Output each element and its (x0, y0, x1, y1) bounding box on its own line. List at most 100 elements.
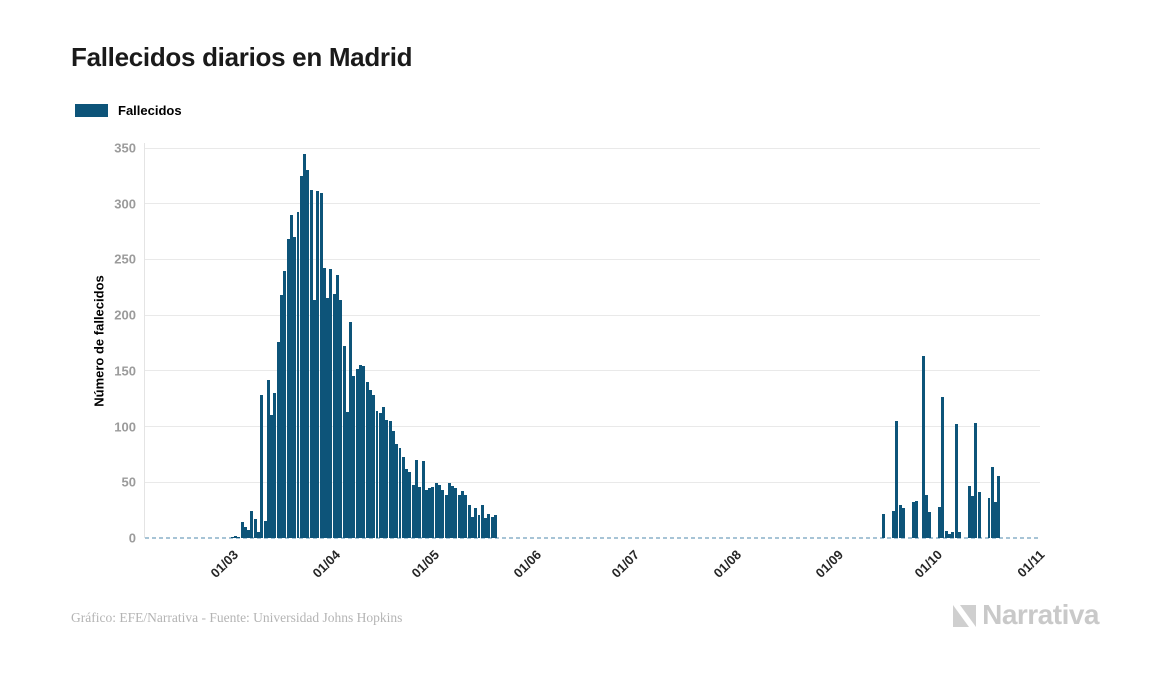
bar-2020-03-14[interactable] (273, 393, 277, 538)
bar-2020-10-02[interactable] (938, 506, 942, 538)
bar-2020-03-22[interactable] (299, 175, 303, 538)
bar-2020-03-08[interactable] (253, 519, 257, 538)
bar-2020-05-08[interactable] (454, 487, 458, 538)
bar-2020-04-05[interactable] (345, 412, 349, 538)
bar-2020-10-03[interactable] (941, 396, 945, 538)
bar-2020-04-13[interactable] (372, 395, 376, 538)
bar-2020-05-11[interactable] (464, 494, 468, 538)
bar-2020-03-12[interactable] (266, 379, 270, 538)
bar-2020-05-10[interactable] (461, 491, 464, 538)
bar-2020-05-17[interactable] (484, 517, 488, 538)
bar-2020-04-08[interactable] (355, 368, 359, 538)
bar-2020-05-04[interactable] (441, 490, 445, 538)
bar-2020-10-04[interactable] (944, 531, 948, 538)
bar-2020-03-07[interactable] (250, 511, 254, 538)
bar-2020-04-09[interactable] (359, 365, 362, 538)
bar-2020-05-19[interactable] (490, 516, 494, 538)
bar-2020-04-23[interactable] (405, 468, 409, 538)
bar-2020-05-02[interactable] (434, 483, 438, 538)
bar-2020-05-06[interactable] (447, 483, 451, 538)
bar-2020-04-18[interactable] (388, 421, 392, 538)
bar-2020-03-05[interactable] (243, 526, 247, 538)
bar-2020-03-09[interactable] (257, 532, 260, 538)
bar-2020-03-17[interactable] (283, 270, 287, 538)
bar-2020-04-28[interactable] (421, 461, 425, 538)
bar-2020-04-21[interactable] (398, 447, 402, 538)
bar-2020-05-13[interactable] (470, 516, 474, 538)
bar-2020-05-14[interactable] (474, 507, 478, 538)
bar-2020-09-27[interactable] (921, 356, 925, 538)
bar-2020-09-24[interactable] (911, 502, 915, 538)
bar-2020-03-31[interactable] (329, 269, 333, 538)
bar-2020-05-09[interactable] (457, 494, 461, 538)
bar-2020-04-02[interactable] (336, 275, 339, 538)
bar-2020-04-29[interactable] (424, 490, 428, 538)
bar-2020-03-20[interactable] (293, 237, 297, 538)
bar-2020-04-25[interactable] (411, 484, 415, 538)
bar-2020-09-21[interactable] (901, 507, 905, 538)
bar-2020-04-01[interactable] (332, 293, 336, 538)
bar-2020-03-15[interactable] (276, 341, 280, 538)
bar-2020-09-29[interactable] (928, 512, 932, 538)
bar-2020-10-05[interactable] (948, 533, 951, 538)
bar-2020-10-08[interactable] (957, 532, 961, 538)
bar-2020-05-05[interactable] (444, 494, 448, 538)
bar-2020-03-18[interactable] (286, 239, 290, 538)
bar-2020-05-07[interactable] (451, 485, 455, 538)
bar-2020-04-16[interactable] (382, 406, 386, 538)
bar-2020-05-01[interactable] (431, 486, 435, 538)
bar-2020-04-06[interactable] (349, 321, 353, 538)
bar-2020-03-28[interactable] (319, 192, 323, 538)
bar-2020-09-28[interactable] (925, 494, 928, 538)
bar-2020-10-13[interactable] (974, 423, 978, 538)
bar-2020-04-20[interactable] (395, 444, 399, 538)
bar-2020-09-15[interactable] (882, 513, 886, 538)
bar-2020-03-30[interactable] (326, 298, 330, 538)
bar-2020-03-11[interactable] (263, 521, 267, 538)
bar-2020-03-01[interactable] (230, 536, 234, 538)
bar-2020-10-12[interactable] (971, 495, 974, 538)
bar-2020-05-12[interactable] (467, 504, 471, 538)
bar-2020-04-19[interactable] (391, 431, 395, 538)
bar-2020-10-18[interactable] (990, 466, 994, 538)
bar-2020-05-16[interactable] (480, 504, 484, 538)
bar-2020-04-15[interactable] (378, 413, 382, 538)
bar-2020-04-30[interactable] (428, 487, 432, 538)
bar-2020-03-06[interactable] (247, 530, 251, 538)
bar-2020-04-04[interactable] (342, 346, 346, 538)
bar-2020-03-25[interactable] (309, 190, 313, 538)
bar-2020-03-10[interactable] (260, 395, 264, 538)
bar-2020-10-19[interactable] (994, 502, 998, 538)
bar-2020-09-25[interactable] (915, 501, 919, 538)
bar-2020-03-23[interactable] (303, 153, 307, 538)
bar-2020-03-02[interactable] (234, 535, 237, 538)
bar-2020-05-15[interactable] (477, 514, 481, 538)
bar-2020-09-20[interactable] (898, 504, 902, 538)
bar-2020-10-06[interactable] (951, 532, 955, 538)
bar-2020-04-11[interactable] (365, 382, 369, 538)
bar-2020-04-26[interactable] (414, 460, 418, 538)
bar-2020-10-17[interactable] (987, 497, 991, 538)
bar-2020-10-07[interactable] (954, 424, 958, 538)
bar-2020-04-17[interactable] (385, 419, 389, 538)
bar-2020-10-11[interactable] (967, 485, 971, 538)
bar-2020-09-19[interactable] (895, 421, 899, 538)
bar-2020-03-27[interactable] (316, 191, 320, 538)
bar-2020-10-20[interactable] (997, 475, 1001, 538)
bar-2020-10-14[interactable] (977, 492, 981, 538)
bar-2020-04-22[interactable] (401, 456, 405, 538)
bar-2020-04-03[interactable] (339, 299, 343, 538)
bar-2020-05-18[interactable] (487, 513, 491, 538)
bar-2020-09-18[interactable] (892, 511, 896, 538)
bar-2020-03-04[interactable] (240, 522, 244, 538)
legend-item-fallecidos[interactable]: Fallecidos (75, 103, 182, 118)
bar-2020-03-13[interactable] (270, 415, 274, 538)
bar-2020-03-21[interactable] (296, 211, 300, 538)
bar-2020-03-24[interactable] (306, 170, 310, 538)
bar-2020-04-24[interactable] (408, 472, 412, 538)
bar-2020-04-27[interactable] (418, 486, 422, 538)
bar-2020-04-07[interactable] (352, 376, 356, 538)
bar-2020-03-26[interactable] (312, 299, 316, 538)
bar-2020-03-19[interactable] (289, 214, 293, 538)
bar-2020-05-20[interactable] (493, 514, 497, 538)
